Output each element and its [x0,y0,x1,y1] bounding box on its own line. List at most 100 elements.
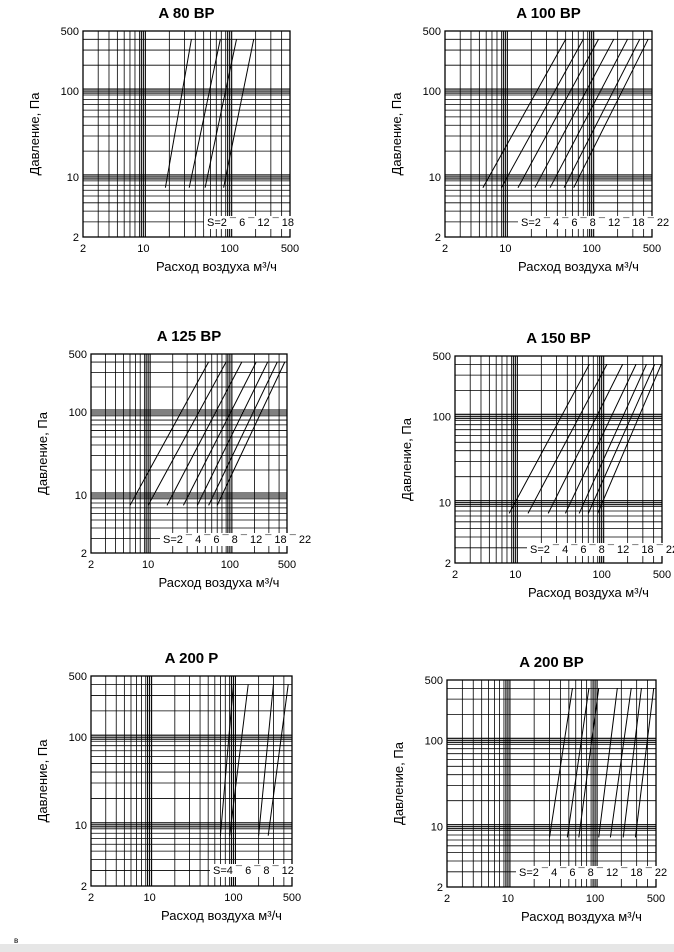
series-line-s22 [597,364,662,514]
series-labels: S=2 ¯ 4 ¯ 6 ¯ 8 ¯ 12 ¯ 18 ¯ 22 [519,867,667,879]
series-label-bg [527,543,674,556]
series-line-s4 [566,688,590,838]
x-tick-label: 500 [647,893,665,905]
series-line-s12 [609,688,632,838]
y-tick-label: 100 [425,735,443,747]
x-tick-label: 100 [224,892,242,904]
y-tick-label: 500 [69,671,87,683]
x-tick-label: 2 [442,243,448,255]
x-axis-label: Расход воздуха м³/ч [159,575,280,590]
y-tick-label: 10 [439,498,451,510]
y-axis-label: Давление, Па [399,417,414,501]
x-axis-label: Расход воздуха м³/ч [521,909,642,924]
plot-frame [454,355,663,564]
series-line-s4 [500,39,584,188]
series-line-s18 [587,364,656,514]
x-axis-label: Расход воздуха м³/ч [518,259,639,274]
x-tick-label: 500 [278,559,296,571]
y-axis-label: Давление, Па [35,739,50,823]
chart-title: A 80 BP [158,5,214,22]
series-line-s2 [508,364,590,514]
y-tick-label: 10 [67,172,79,184]
y-tick-label: 500 [433,351,451,363]
x-tick-label: 500 [643,243,661,255]
series-line-s18 [208,361,278,506]
y-tick-label: 2 [81,548,87,560]
series-line-s18 [563,39,641,188]
series-line-s4 [527,364,608,514]
series-labels: S=2 ¯ 4 ¯ 6 ¯ 8 ¯ 12 ¯ 18 ¯ 22 [530,544,674,556]
grid [91,676,292,886]
series-line-s4 [219,684,234,836]
x-axis-label: Расход воздуха м³/ч [161,908,282,923]
grid [91,354,287,553]
x-tick-label: 10 [143,892,155,904]
y-axis-label: Давление, Па [35,411,50,495]
y-tick-label: 10 [75,820,87,832]
chart-panel-5: S=4 ¯ 6 ¯ 8 ¯ 12 2 10 100 500 2 10 100 500 A 200 … [35,650,301,923]
series-line-s6 [547,364,624,514]
grid [445,31,652,237]
corner-mark: в [14,936,19,945]
y-tick-label: 500 [61,26,79,38]
series-line-s2 [164,39,192,188]
series-line-s8 [182,361,257,506]
series-line-s4 [147,361,227,506]
series-line-s6 [578,688,600,838]
plot-frame [90,675,293,887]
y-tick-label: 100 [69,407,87,419]
x-tick-label: 100 [220,243,238,255]
grid [447,680,656,887]
series-line-s22 [634,688,655,838]
series-line-s8 [534,39,615,188]
y-tick-label: 10 [429,172,441,184]
x-tick-label: 100 [582,243,600,255]
series-line-s18 [223,39,255,188]
y-tick-label: 2 [437,882,443,894]
y-tick-label: 2 [73,232,79,244]
series-line-s2 [129,361,210,506]
x-tick-label: 100 [586,893,604,905]
series-line-s22 [216,361,286,506]
x-tick-label: 10 [502,893,514,905]
series-line-s8 [598,688,618,838]
chart-panel-6: S=2 ¯ 4 ¯ 6 ¯ 8 ¯ 12 ¯ 18 ¯ 22 2 10 100 500 2… [391,654,671,924]
y-tick-label: 10 [431,822,443,834]
series-line-s12 [549,39,628,188]
plot-frame [446,679,657,888]
chart-title: A 150 BP [526,330,590,347]
series-line-s6 [229,684,249,836]
x-tick-label: 10 [142,559,154,571]
x-tick-label: 500 [283,892,301,904]
y-tick-label: 2 [81,881,87,893]
x-tick-label: 2 [452,569,458,581]
y-tick-label: 100 [69,732,87,744]
series-labels: S=2 ¯ 4 ¯ 6 ¯ 8 ¯ 12 ¯ 18 ¯ 22 [521,217,669,229]
chart-title: A 200 BP [519,654,583,671]
plot-frame [90,353,288,554]
series-line-s2 [549,688,573,838]
x-tick-label: 2 [444,893,450,905]
series-line-s12 [204,39,237,188]
x-axis-label: Расход воздуха м³/ч [528,585,649,600]
x-tick-label: 2 [88,892,94,904]
series-line-s18 [622,688,642,838]
series-line-s12 [196,361,269,506]
chart-panel-2: S=2 ¯ 4 ¯ 6 ¯ 8 ¯ 12 ¯ 18 ¯ 22 2 10 100 500 2… [389,5,673,274]
y-tick-label: 10 [75,490,87,502]
y-tick-label: 500 [425,675,443,687]
x-tick-label: 500 [281,243,299,255]
x-tick-label: 10 [499,243,511,255]
bottom-rule [0,944,674,952]
series-line-s12 [267,684,289,836]
series-label-bg [210,864,297,877]
y-tick-label: 100 [61,86,79,98]
chart-panel-3: S=2 ¯ 4 ¯ 6 ¯ 8 ¯ 12 ¯ 18 ¯ 22 2 10 100 500 2… [35,328,315,590]
chart-panel-4: S=2 ¯ 4 ¯ 6 ¯ 8 ¯ 12 ¯ 18 ¯ 22 2 10 100 500 2… [399,330,674,600]
plot-frame [82,30,291,238]
chart-title: A 200 P [165,650,219,667]
series-line-s12 [578,364,647,514]
grid [455,356,662,563]
